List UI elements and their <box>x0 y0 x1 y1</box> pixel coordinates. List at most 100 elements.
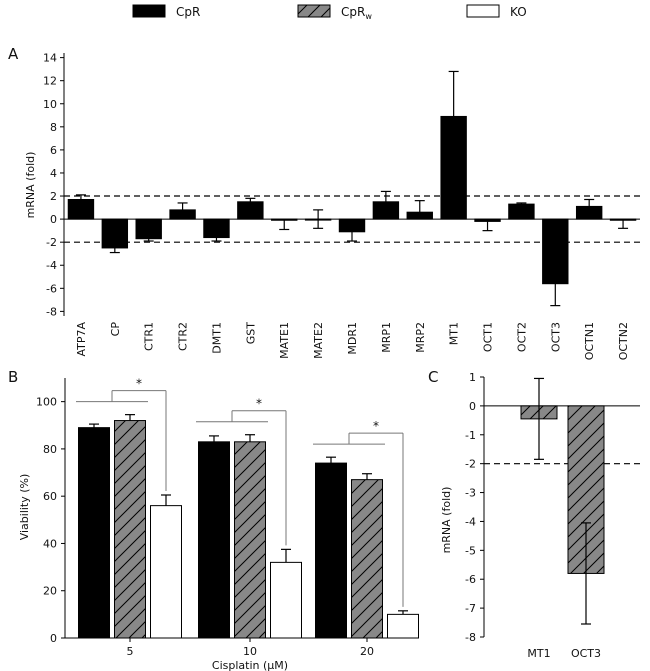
panel-a-x-tick-label: MRP2 <box>414 322 427 353</box>
panel-b: 0 20 40 60 80 100 5 * 10 * 20 * Viability (%) Cispl… <box>18 377 419 671</box>
panel-b-bar <box>387 613 419 639</box>
panel-a-bar <box>203 218 230 239</box>
panel-b-bar <box>234 441 266 639</box>
legend-swatch-ko <box>466 4 500 18</box>
legend: CpR CpRw KO <box>132 4 527 21</box>
panel-a-bar <box>135 218 162 240</box>
panel-b-y-tick-label: 100 <box>36 396 57 409</box>
panel-a-x-tick-label: OCT1 <box>482 322 495 352</box>
panel-c-x-tick-label: OCT3 <box>571 647 601 660</box>
panel-label-c: C <box>428 368 438 386</box>
panel-b-sig-star: * <box>373 419 379 433</box>
panel-b-x-tick-label: 5 <box>127 645 134 658</box>
panel-a-x-tick-label: MT1 <box>448 322 461 345</box>
panel-a-x-tick-label: OCT2 <box>515 322 528 352</box>
panel-b-bar <box>315 462 347 639</box>
panel-a-y-tick-label: -6 <box>46 282 57 295</box>
panel-a-y-tick-label: 0 <box>50 213 57 226</box>
panel-a-bar <box>508 203 535 220</box>
legend-label-cpr: CpR <box>176 5 200 19</box>
panel-c-y-tick-label: -6 <box>465 573 476 586</box>
panel-a-bar <box>271 218 298 221</box>
panel-b-y-tick-label: 80 <box>43 443 57 456</box>
legend-swatch-cprw <box>297 4 331 18</box>
panel-b-xlabel: Cisplatin (μM) <box>212 659 288 671</box>
panel-a-x-tick-label: OCTN1 <box>583 322 596 360</box>
panel-a-bar <box>169 209 196 220</box>
panel-a-y-tick-label: 8 <box>50 121 57 134</box>
panel-a-ylabel: mRNA (fold) <box>24 152 37 219</box>
panel-b-y-tick-label: 20 <box>43 585 57 598</box>
legend-label-cprw-sub: w <box>365 12 372 21</box>
panel-b-plot: 0 20 40 60 80 100 5 * 10 * 20 * <box>36 377 419 658</box>
panel-b-bar <box>198 441 230 639</box>
panel-a-y-tick-label: 2 <box>50 190 57 203</box>
panel-c-y-tick-label: -2 <box>465 458 476 471</box>
legend-label-cprw-main: CpR <box>341 5 365 19</box>
panel-c-y-tick-label: 0 <box>469 400 476 413</box>
panel-c-y-tick-label: -4 <box>465 515 476 528</box>
panel-a-bar <box>474 218 501 222</box>
legend-label-ko: KO <box>510 5 527 19</box>
legend-label-cprw: CpRw <box>341 5 372 21</box>
panel-c-plot: -8 -7 -6 -5 -4 -3 -2 -1 0 1 MT1 OCT3 <box>465 371 640 660</box>
panel-a-y-tick-label: 4 <box>50 167 57 180</box>
panel-c-y-tick-label: -3 <box>465 487 476 500</box>
panel-c: -8 -7 -6 -5 -4 -3 -2 -1 0 1 MT1 OCT3 mRNA (fold) <box>440 371 640 660</box>
panel-b-ylabel: Viability (%) <box>18 474 31 541</box>
panel-a-bar <box>609 218 637 221</box>
panel-a-bar <box>372 201 400 220</box>
panel-c-y-tick-label: 1 <box>469 371 476 384</box>
panel-b-x-tick-label: 20 <box>360 645 374 658</box>
panel-c-y-tick-label: -5 <box>465 544 476 557</box>
panel-a-y-tick-label: 6 <box>50 144 57 157</box>
panel-a-x-tick-label: GST <box>244 322 257 345</box>
panel-a-bar <box>67 198 95 220</box>
panel-b-sig-star: * <box>256 397 262 411</box>
panel-a-bar <box>406 211 433 220</box>
panel-a-bar <box>101 218 129 249</box>
panel-b-x-tick-label: 10 <box>243 645 257 658</box>
legend-swatch-cpr <box>132 4 166 18</box>
panel-a-x-tick-label: MATE1 <box>278 322 291 359</box>
panel-a-y-tick-label: -4 <box>46 259 57 272</box>
panel-a-x-tick-label: CTR1 <box>143 322 156 351</box>
panel-b-y-tick-label: 40 <box>43 537 57 550</box>
panel-a-plot: -8 -6 -4 -2 0 2 4 6 8 10 12 14 ATP7A CP CTR1 CTR2 DMT1 GS… <box>43 52 640 360</box>
panel-c-ylabel: mRNA (fold) <box>440 487 453 554</box>
panel-a-x-tick-label: OCT3 <box>549 322 562 352</box>
panel-label-a: A <box>8 45 19 63</box>
panel-a-bar <box>338 218 366 233</box>
panel-a-y-tick-label: -8 <box>46 305 57 318</box>
panel-a-bar <box>575 205 603 220</box>
panel-a-bar <box>237 201 264 220</box>
panel-c-y-tick-label: -1 <box>465 429 476 442</box>
panel-b-y-tick-label: 60 <box>43 490 57 503</box>
panel-a-x-tick-label: MATE2 <box>312 322 325 359</box>
panel-a-y-tick-label: 14 <box>43 52 57 65</box>
panel-b-bar <box>114 420 146 639</box>
panel-a-x-tick-label: MDR1 <box>346 322 359 355</box>
panel-a-x-tick-label: CP <box>109 322 122 337</box>
panel-a-y-tick-label: 12 <box>43 75 57 88</box>
panel-c-y-tick-label: -7 <box>465 602 476 615</box>
panel-b-bar <box>150 505 182 639</box>
panel-a-y-tick-label: -2 <box>46 236 57 249</box>
panel-c-x-tick-label: MT1 <box>527 647 550 660</box>
panel-a-bar <box>542 218 569 285</box>
panel-a-x-tick-label: CTR2 <box>177 322 190 351</box>
panel-a: -8 -6 -4 -2 0 2 4 6 8 10 12 14 ATP7A CP CTR1 CTR2 DMT1 GS… <box>24 52 640 360</box>
panel-a-x-tick-label: MRP1 <box>380 322 393 353</box>
panel-b-sig-star: * <box>136 377 142 391</box>
panel-c-y-tick-label: -8 <box>465 631 476 644</box>
panel-b-bar <box>78 427 110 639</box>
panel-label-b: B <box>8 368 18 386</box>
panel-a-x-tick-label: OCTN2 <box>617 322 630 360</box>
panel-a-x-tick-label: ATP7A <box>75 322 88 357</box>
panel-b-y-tick-label: 0 <box>50 632 57 645</box>
panel-a-bar <box>440 115 467 220</box>
panel-b-bar <box>270 561 302 639</box>
panel-a-y-tick-label: 10 <box>43 98 57 111</box>
panel-b-bar <box>351 479 383 639</box>
